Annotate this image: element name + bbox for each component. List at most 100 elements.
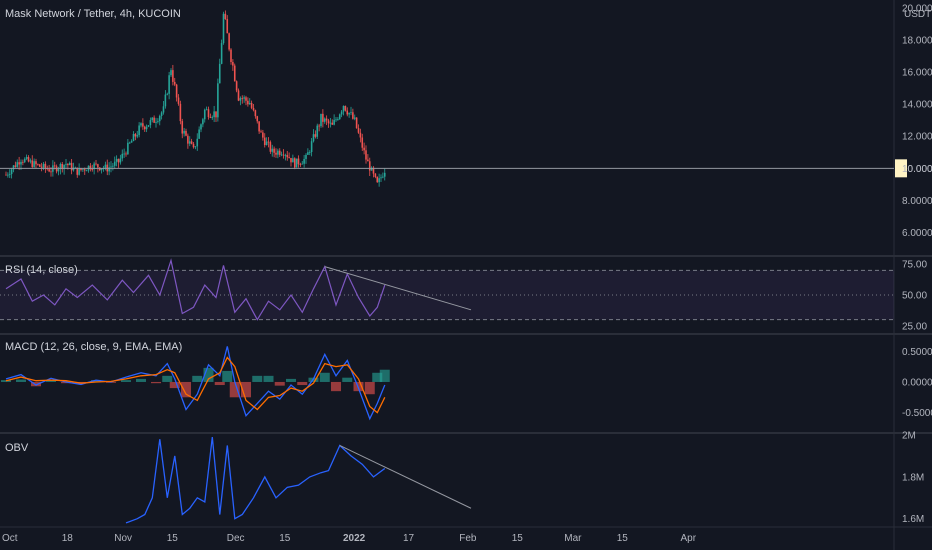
axis-tick-label: 16.0000 [902,68,932,79]
candle-body [378,178,380,183]
macd-histogram-bar [46,380,56,382]
candle-body [338,114,341,120]
rsi-axis: 75.00 50.00 25.00 [902,260,927,333]
axis-tick-label: 0.0000 [902,377,932,388]
candle-body [142,123,144,127]
candle-body [273,148,275,153]
candle-body [7,174,9,176]
candle-body [173,81,176,85]
candle-body [209,117,212,118]
candle-body [100,168,103,171]
candle-body [383,172,386,177]
candle-body [337,119,339,120]
macd-histogram-bar [151,381,161,384]
candle-body [218,63,221,84]
candle-body [226,19,229,34]
macd-signal-line [5,356,386,414]
macd-histogram-bar [203,367,214,382]
rsi-pane[interactable]: 75.00 50.00 25.00 RSI (14, close) [0,258,927,333]
axis-tick-label: 6.0000 [902,228,932,239]
price-axis-unit: USDT [904,9,931,20]
candle-body [153,117,155,123]
candle-body [252,107,255,111]
candle-body [350,112,352,114]
price-axis[interactable]: 20.0000 18.0000 16.0000 14.0000 12.0000 10.00… [902,3,932,239]
axis-tick-label: 8.0000 [902,196,932,207]
candle-body [8,174,11,175]
candle-body [97,164,99,168]
candle-body [121,153,124,159]
time-axis-label: Dec [227,533,245,544]
macd-histogram-bar [16,379,26,382]
macd-pane[interactable]: 0.5000 0.0000 -0.5000 MACD (12, 26, close,… [1,341,932,421]
price-pane[interactable]: 20.0000 18.0000 16.0000 14.0000 12.0000 10.00… [0,3,932,239]
candle-body [220,43,223,64]
candle-body [316,125,319,137]
macd-histogram-bar [136,378,146,382]
rsi-title[interactable]: RSI (14, close) [5,264,78,276]
obv-line [125,437,386,524]
obv-title[interactable]: OBV [5,442,29,454]
candle-body [357,128,360,133]
candle-body [194,146,197,148]
current-price-label: 10.0000 [902,164,932,175]
candle-body [361,137,364,148]
candle-body [308,151,311,153]
candle-body [130,141,133,143]
candle-body [224,13,227,20]
candle-body [262,132,264,138]
candle-body [29,160,32,162]
candle-body [232,62,234,66]
macd-histogram-bar [274,381,285,386]
candle-body [147,125,150,127]
candle-body [363,147,365,151]
time-axis-label: 15 [167,533,179,544]
macd-histogram-bar [31,381,41,387]
candle-body [183,130,185,134]
candle-body [230,49,232,63]
obv-trendline[interactable] [339,445,472,509]
candle-body [267,141,270,143]
time-axis-label: 15 [279,533,291,544]
candle-body [269,142,272,152]
candle-body [277,150,279,155]
candle-body [123,153,125,155]
candle-body [110,166,112,168]
candle-body [286,155,289,158]
candle-body [314,134,317,137]
candle-body [333,119,335,125]
candle-body [117,158,120,163]
macd-title[interactable]: MACD (12, 26, close, 9, EMA, EMA) [5,341,182,353]
candle-body [85,170,88,172]
candlestick-series [5,10,386,187]
candle-body [53,165,56,167]
candle-body [18,162,20,165]
candle-body [57,169,60,172]
candle-body [175,84,178,98]
chart-title[interactable]: Mask Network / Tether, 4h, KUCOIN [5,8,181,20]
candle-body [263,137,266,146]
obv-pane[interactable]: 2M 1.8M 1.6M OBV [5,431,924,526]
candle-body [260,131,262,133]
candle-body [68,162,71,166]
candle-body [63,164,65,170]
candle-body [35,161,37,165]
candle-body [318,125,320,127]
candle-body [211,117,214,118]
macd-histogram-bar [263,375,274,382]
candle-body [305,154,307,159]
candle-body [222,13,225,44]
candle-body [93,163,95,170]
candle-body [235,81,238,91]
candle-body [376,176,379,183]
candle-body [128,142,131,144]
candle-body [278,150,281,155]
rsi-trendline[interactable] [324,266,472,311]
time-axis[interactable]: Oct 18 Nov 15 Dec 15 2022 17 Feb 15 Mar 15 Apr [2,533,697,544]
axis-tick-label: 50.00 [902,291,927,302]
candle-body [370,167,373,171]
candle-body [132,133,135,142]
axis-tick-label: 0.5000 [902,347,932,358]
